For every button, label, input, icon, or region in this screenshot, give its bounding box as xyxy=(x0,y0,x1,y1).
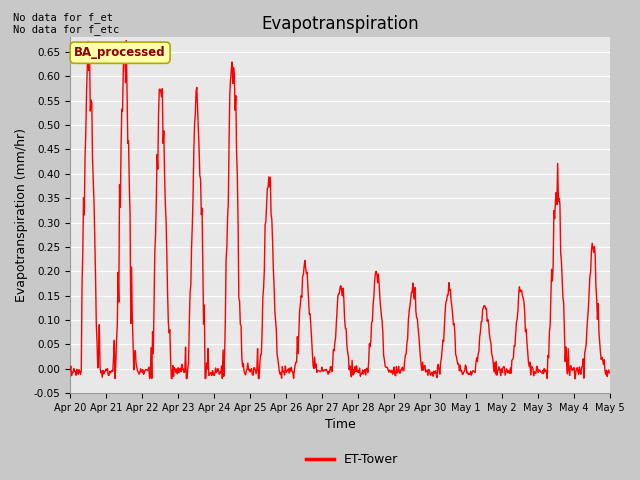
Title: Evapotranspiration: Evapotranspiration xyxy=(261,15,419,33)
Text: BA_processed: BA_processed xyxy=(74,46,166,59)
Text: No data for f_et: No data for f_et xyxy=(13,12,113,23)
Legend: ET-Tower: ET-Tower xyxy=(301,448,403,471)
Y-axis label: Evapotranspiration (mm/hr): Evapotranspiration (mm/hr) xyxy=(15,128,28,302)
X-axis label: Time: Time xyxy=(324,419,355,432)
Text: No data for f_etc: No data for f_etc xyxy=(13,24,119,35)
